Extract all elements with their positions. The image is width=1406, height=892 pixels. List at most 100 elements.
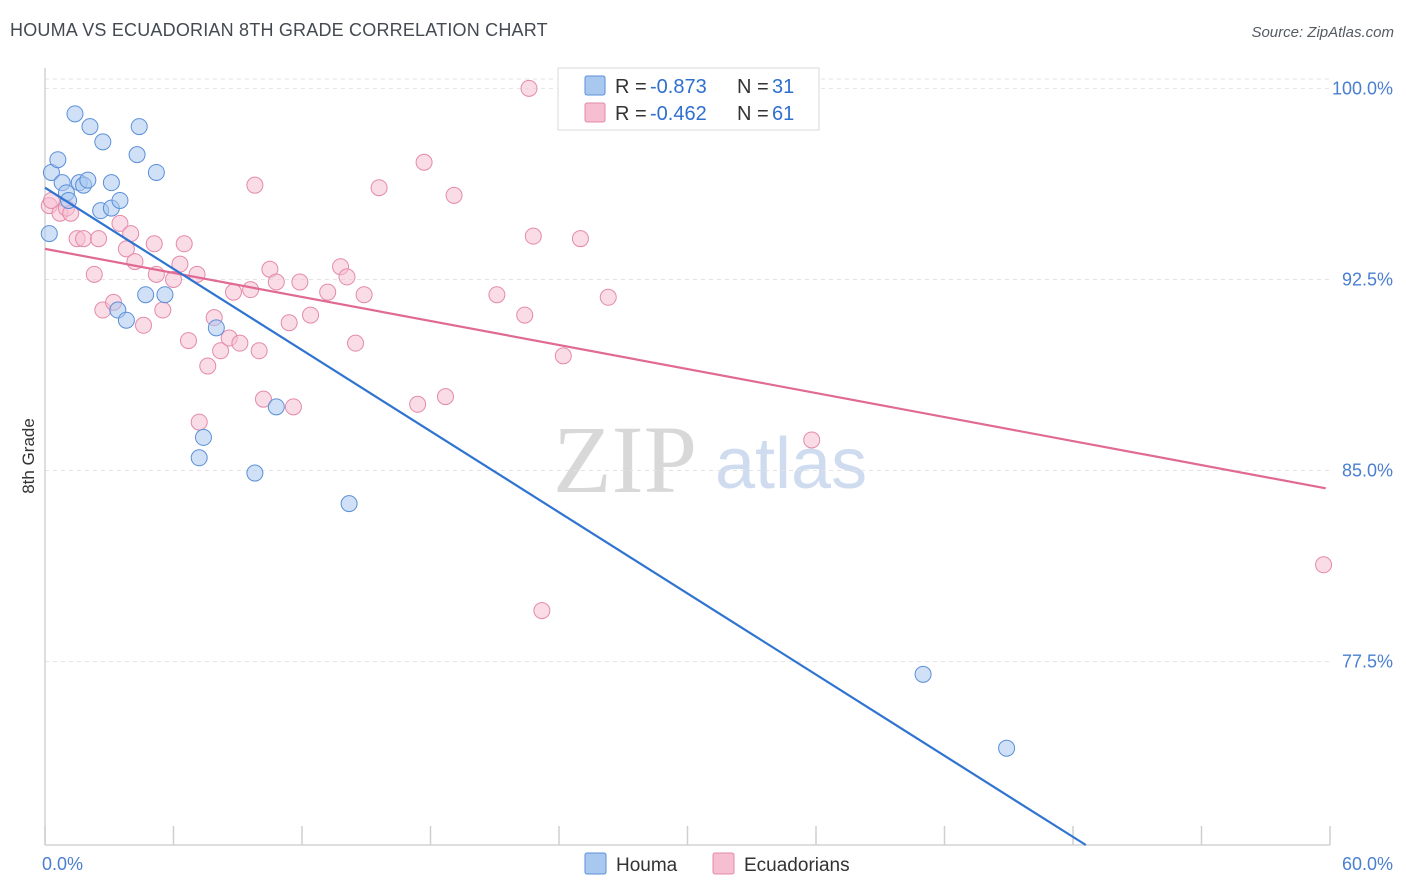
legend-ecuadorians-swatch (712, 852, 735, 875)
houma-point (267, 398, 285, 416)
chart-title: HOUMA VS ECUADORIAN 8TH GRADE CORRELATIO… (10, 20, 548, 40)
ecuadorians-point (246, 176, 264, 194)
ecuadorians-point (488, 286, 506, 304)
ecuadorians-point (179, 332, 197, 350)
x-ticks (44, 826, 1331, 845)
ecuadorians-point (445, 186, 463, 204)
ecuadorians-point (254, 390, 272, 408)
houma-point (246, 464, 264, 482)
ecuadorians-point (319, 283, 337, 301)
legend-houma-label: Houma (616, 855, 678, 876)
ecuadorians-point (415, 153, 433, 171)
ecuadorians-point (571, 230, 589, 248)
houma-point (128, 146, 146, 164)
ecuadorians-point (409, 395, 427, 413)
houma-point (156, 286, 174, 304)
ecuadorians-point (347, 334, 365, 352)
x-tick-label-max: 60.0% (1342, 854, 1393, 874)
ecuadorians-point (199, 357, 217, 375)
x-tick-label-min: 0.0% (42, 854, 83, 874)
houma-point (130, 118, 148, 136)
y-tick-label: 77.5% (1342, 652, 1393, 672)
ecuadorians-point (355, 286, 373, 304)
ecuadorians-point (803, 431, 821, 449)
ecuadorians-point (554, 347, 572, 365)
ecuadorians-point (524, 227, 542, 245)
ecuadorians-r-value: -0.462 (650, 103, 707, 125)
ecuadorians-point (284, 398, 302, 416)
houma-point (81, 118, 99, 136)
ecuadorians-point (175, 235, 193, 253)
legend-ecuadorians-label: Ecuadorians (744, 855, 850, 876)
houma-point (102, 174, 120, 192)
ecuadorians-point (436, 388, 454, 406)
ecuadorians-n-value: 61 (772, 103, 794, 125)
series-legend: Houma Ecuadorians (584, 852, 850, 876)
houma-point (79, 171, 97, 189)
ecuadorians-trendline (44, 247, 1326, 490)
ecuadorians-point (520, 79, 538, 97)
ecuadorians-point (154, 301, 172, 319)
y-tick-label: 92.5% (1342, 269, 1393, 289)
ecuadorians-point (280, 314, 298, 332)
houma-point (147, 163, 165, 181)
houma-point (40, 225, 58, 243)
houma-legend-swatch (584, 75, 606, 96)
ecuadorians-point (1315, 556, 1333, 574)
ecuadorians-point (75, 230, 93, 248)
ecuadorians-point (516, 306, 534, 324)
houma-point (194, 428, 212, 446)
houma-point (190, 449, 208, 467)
houma-r-value: -0.873 (650, 76, 707, 98)
ecuadorians-point (242, 281, 260, 299)
ecuadorians-point (135, 316, 153, 334)
watermark-atlas: atlas (715, 424, 867, 504)
houma-n-label: N = (737, 76, 769, 98)
houma-n-value: 31 (772, 76, 794, 98)
y-tick-labels: 77.5% 85.0% 92.5% 100.0% (1332, 78, 1393, 671)
houma-point (137, 286, 155, 304)
ecuadorians-point (190, 413, 208, 431)
houma-r-label: R = (615, 76, 647, 98)
houma-point (94, 133, 112, 151)
ecuadorians-point (231, 334, 249, 352)
y-tick-label: 100.0% (1332, 78, 1393, 98)
houma-point (914, 665, 932, 683)
houma-trendline (44, 186, 1087, 846)
houma-point (111, 191, 129, 209)
trendlines (44, 186, 1326, 846)
ecuadorians-point (533, 602, 551, 620)
ecuadorians-point (165, 270, 182, 288)
series-ecuadorians-points (40, 79, 1333, 620)
houma-point (66, 105, 84, 123)
ecuadorians-point (599, 288, 617, 306)
houma-point (49, 151, 67, 169)
ecuadorians-point (145, 235, 163, 253)
watermark-zip: ZIP (553, 406, 697, 513)
houma-point (998, 739, 1016, 757)
gridlines (45, 78, 1330, 663)
ecuadorians-point (250, 342, 268, 360)
stats-legend: R = -0.873 N = 31 R = -0.462 N = 61 (557, 67, 820, 131)
y-axis-label: 8th Grade (19, 418, 38, 494)
ecuadorians-point (224, 283, 242, 301)
ecuadorians-legend-swatch (584, 102, 606, 123)
ecuadorians-point (212, 342, 230, 360)
ecuadorians-point (111, 214, 129, 232)
ecuadorians-r-label: R = (615, 103, 647, 125)
ecuadorians-point (370, 179, 388, 197)
ecuadorians-point (85, 265, 103, 283)
houma-point (207, 319, 225, 337)
houma-point (117, 311, 135, 329)
houma-point (340, 495, 358, 513)
ecuadorians-point (267, 273, 285, 291)
legend-houma-swatch (584, 852, 607, 875)
ecuadorians-point (338, 268, 356, 286)
ecuadorians-point (302, 306, 320, 324)
y-tick-label: 85.0% (1342, 461, 1393, 481)
ecuadorians-point (291, 273, 309, 291)
series-houma-points (40, 105, 1016, 757)
ecuadorians-n-label: N = (737, 103, 769, 125)
source-credit: Source: ZipAtlas.com (1251, 24, 1394, 41)
